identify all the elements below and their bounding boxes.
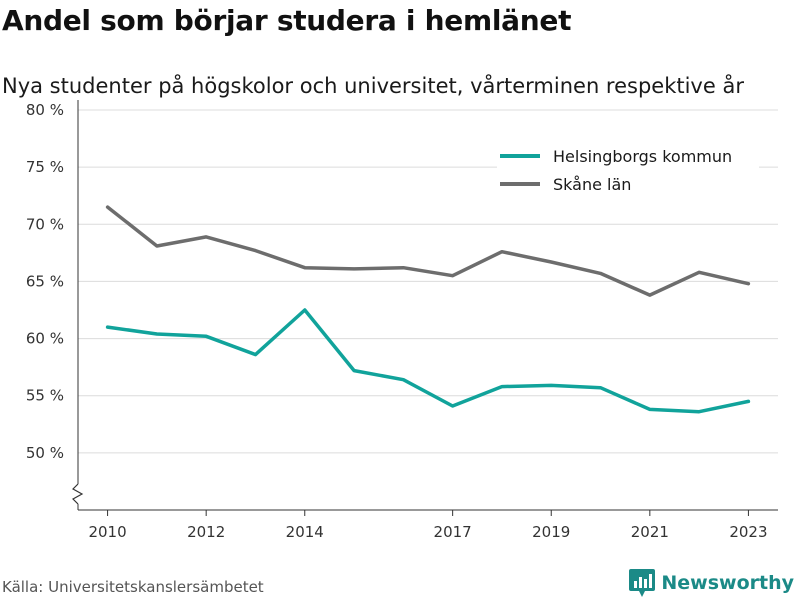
data-point — [550, 260, 553, 264]
y-axis-break-icon — [72, 483, 84, 505]
y-tick-label: 80 % — [26, 101, 64, 119]
data-point — [352, 267, 356, 271]
data-point — [303, 266, 306, 269]
newsworthy-logo-icon — [629, 569, 656, 597]
data-point — [204, 235, 208, 239]
chart-subtitle: Nya studenter på högskolor och universit… — [2, 74, 744, 98]
data-point — [155, 244, 159, 248]
data-point — [500, 250, 504, 253]
x-tick-label: 2023 — [729, 523, 767, 541]
x-tick-label: 2021 — [631, 523, 669, 541]
data-point — [451, 404, 454, 408]
brand-name: Newsworthy — [661, 572, 794, 594]
data-point — [697, 410, 701, 413]
data-point — [303, 308, 306, 312]
legend-label: Helsingborgs kommun — [553, 147, 732, 166]
y-tick-label: 55 % — [26, 387, 64, 405]
data-point — [254, 249, 257, 252]
legend-label: Skåne län — [553, 175, 631, 194]
y-tick-label: 60 % — [26, 330, 64, 348]
x-tick-label: 2010 — [88, 523, 126, 541]
data-point — [402, 266, 405, 269]
data-point — [697, 271, 701, 274]
data-point — [747, 282, 750, 285]
data-point — [352, 369, 356, 372]
line-chart: 50 % 55 % 60 % 65 % 70 % 75 % 80 % 2010 2012 2014… — [26, 100, 778, 541]
legend-background — [497, 140, 759, 202]
series-line — [105, 308, 751, 414]
axis-break-mask — [73, 484, 83, 504]
data-point — [747, 400, 750, 403]
y-tick-label: 75 % — [26, 158, 64, 176]
series-line — [105, 205, 751, 297]
x-tick-label: 2012 — [187, 523, 225, 541]
data-point — [254, 353, 257, 356]
x-tick-label: 2014 — [286, 523, 324, 541]
y-tick-label: 50 % — [26, 444, 64, 462]
data-point — [599, 386, 602, 389]
data-point — [599, 272, 602, 275]
data-point — [500, 385, 504, 388]
data-point — [648, 408, 652, 411]
data-point — [155, 332, 159, 336]
data-point — [204, 335, 208, 338]
data-point — [550, 384, 553, 387]
data-point — [648, 293, 652, 297]
legend: Helsingborgs kommun Skåne län — [497, 140, 759, 202]
source-note: Källa: Universitetskanslersämbetet — [2, 578, 264, 596]
x-tick-label: 2017 — [434, 523, 472, 541]
y-tick-label: 65 % — [26, 272, 64, 290]
y-tick-label: 70 % — [26, 215, 64, 233]
x-tick-label: 2019 — [532, 523, 570, 541]
data-point — [106, 325, 109, 329]
brand: Newsworthy — [629, 569, 794, 597]
chart-title: Andel som börjar studera i hemlänet — [2, 4, 572, 37]
data-point — [106, 205, 109, 209]
data-point — [451, 274, 454, 277]
data-point — [402, 378, 405, 381]
